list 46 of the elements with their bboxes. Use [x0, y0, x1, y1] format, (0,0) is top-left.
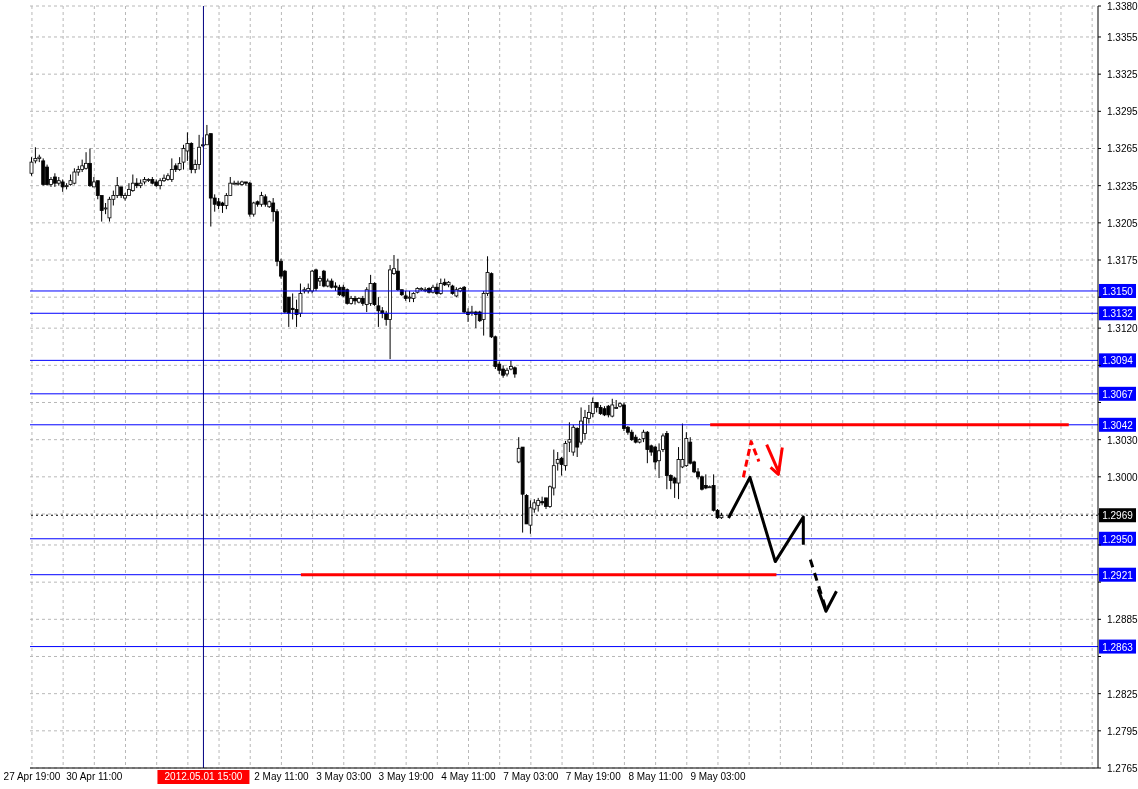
y-tick-label: 1.3295: [1107, 106, 1138, 118]
x-tick-label: 9 May 03:00: [690, 771, 746, 782]
ref-line-label: 1.2863: [1102, 641, 1134, 653]
ref-line-label: 1.3150: [1102, 285, 1134, 297]
y-tick-label: 1.2765: [1107, 763, 1138, 774]
ref-line-label: 1.3042: [1102, 419, 1134, 431]
ref-line-label: 1.2969: [1102, 510, 1134, 522]
y-tick-label: 1.3325: [1107, 69, 1138, 81]
y-tick-label: 1.2825: [1107, 688, 1138, 700]
candlestick: [395, 258, 400, 292]
ref-line-label: 1.3094: [1102, 355, 1134, 367]
y-tick-label: 1.3380: [1107, 1, 1138, 12]
y-tick-label: 1.3030: [1107, 434, 1138, 446]
y-tick-label: 1.3120: [1107, 323, 1138, 335]
y-tick-label: 1.2795: [1107, 725, 1138, 737]
candlestick: [622, 401, 626, 432]
y-tick-label: 1.3265: [1107, 143, 1138, 155]
x-tick-label: 7 May 19:00: [565, 771, 622, 782]
x-tick-label: 2012.05.01 15:00: [164, 771, 243, 782]
ref-line-label: 1.3132: [1102, 308, 1134, 320]
candlestick: [41, 157, 46, 187]
candlestick: [45, 164, 49, 187]
ref-line-label: 1.2921: [1102, 569, 1134, 581]
x-tick-label: 3 May 03:00: [316, 771, 372, 782]
candlestick: [88, 147, 92, 188]
ref-line-label: 1.2950: [1102, 533, 1134, 545]
y-tick-label: 1.3175: [1107, 255, 1138, 266]
candlestick: [583, 409, 587, 441]
candlestick: [470, 305, 474, 317]
candlestick: [158, 177, 163, 190]
candlestick: [540, 496, 545, 506]
y-tick-label: 1.3355: [1107, 31, 1138, 43]
x-tick-label: 30 Apr 11:00: [66, 771, 123, 782]
x-tick-label: 8 May 11:00: [628, 771, 684, 782]
candlestick: [353, 295, 357, 306]
candlestick: [236, 180, 240, 187]
y-tick-label: 1.3000: [1107, 471, 1138, 483]
x-tick-label: 2 May 11:00: [254, 771, 309, 782]
ref-line-label: 1.3067: [1102, 388, 1134, 400]
x-tick-label: 3 May 19:00: [378, 771, 435, 782]
y-tick-label: 1.3205: [1107, 217, 1138, 229]
y-tick-label: 1.2885: [1107, 614, 1138, 626]
x-tick-label: 7 May 03:00: [503, 771, 559, 782]
y-tick-label: 1.3235: [1107, 180, 1138, 192]
x-tick-label: 4 May 11:00: [441, 771, 497, 782]
x-tick-label: 27 Apr 19:00: [3, 771, 61, 782]
